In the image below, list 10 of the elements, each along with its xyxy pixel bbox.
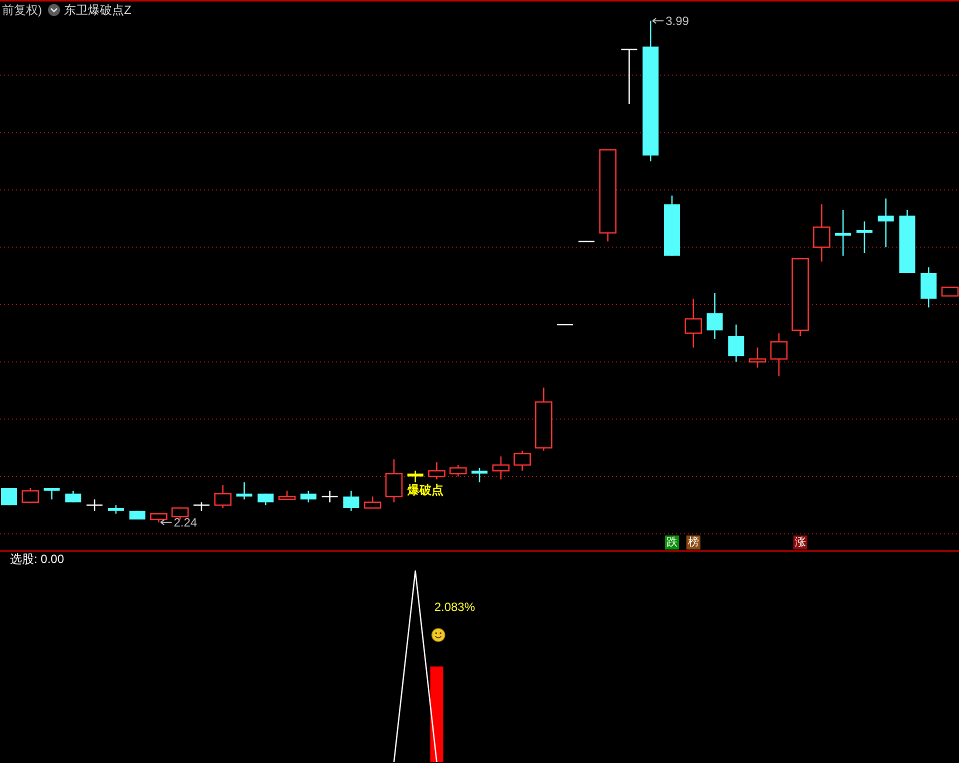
- x-tick-label: 跌: [666, 536, 678, 548]
- value-label: 2.24: [174, 515, 198, 530]
- annotation: 2.083%: [434, 600, 476, 614]
- series-name: 选股: 0.00: [10, 552, 64, 566]
- x-tick-label: 涨: [794, 536, 806, 548]
- series-name: 爆破点: [407, 483, 444, 498]
- subtitle: 前复权): [2, 3, 42, 17]
- value-label: 3.99: [666, 14, 689, 28]
- title: 东卫爆破点Z: [64, 3, 132, 17]
- x-tick-label: 榜: [688, 536, 699, 548]
